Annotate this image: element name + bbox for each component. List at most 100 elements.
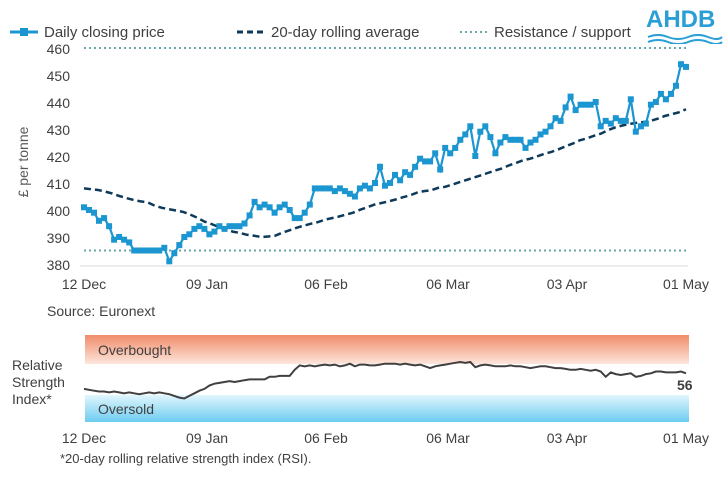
closing-price-point bbox=[437, 166, 444, 173]
x-tick-label: 01 May bbox=[663, 276, 709, 292]
closing-price-point bbox=[161, 244, 168, 251]
closing-price-point bbox=[412, 163, 419, 170]
closing-price-point bbox=[241, 220, 248, 227]
closing-price-point bbox=[336, 185, 343, 192]
closing-price-point bbox=[507, 136, 514, 143]
oversold-label: Oversold bbox=[98, 401, 155, 417]
closing-price-point bbox=[442, 144, 449, 151]
closing-price-point bbox=[377, 163, 383, 170]
closing-price-point bbox=[146, 247, 153, 254]
closing-price-point bbox=[637, 123, 644, 130]
y-tick-label: 420 bbox=[46, 149, 70, 165]
closing-price-point bbox=[256, 204, 263, 211]
closing-price-point bbox=[361, 182, 368, 189]
closing-price-point bbox=[306, 201, 313, 208]
closing-price-point bbox=[331, 188, 338, 195]
y-tick-label: 430 bbox=[46, 122, 70, 138]
closing-price-point bbox=[136, 247, 143, 254]
closing-price-point bbox=[492, 150, 499, 157]
closing-price-point bbox=[296, 215, 303, 222]
legend-price: Daily closing price bbox=[10, 22, 165, 42]
closing-price-point bbox=[557, 117, 564, 124]
closing-price-point bbox=[261, 201, 268, 208]
closing-price-point bbox=[251, 198, 258, 205]
x-tick-label: 06 Feb bbox=[304, 430, 348, 446]
closing-price-point bbox=[91, 209, 97, 216]
closing-price-point bbox=[527, 139, 534, 146]
closing-price-point bbox=[447, 150, 454, 157]
source-note: Source: Euronext bbox=[47, 303, 156, 319]
closing-price-point bbox=[517, 136, 524, 143]
closing-price-point bbox=[96, 217, 102, 224]
closing-price-point bbox=[572, 107, 579, 114]
closing-price-point bbox=[196, 223, 203, 230]
overbought-band bbox=[85, 335, 689, 364]
closing-price-point bbox=[632, 128, 639, 135]
closing-price-point bbox=[482, 123, 489, 130]
y-tick-label: 400 bbox=[46, 203, 70, 219]
closing-price-point bbox=[246, 212, 253, 219]
closing-price-point bbox=[652, 99, 659, 105]
closing-price-point bbox=[116, 234, 123, 240]
rolling-average-line bbox=[83, 108, 687, 239]
closing-price-point bbox=[341, 188, 348, 195]
x-tick-label: 03 Apr bbox=[546, 430, 588, 446]
closing-price-point bbox=[547, 123, 554, 130]
closing-price-point bbox=[587, 101, 594, 108]
closing-price-point bbox=[126, 239, 133, 246]
overbought-label: Overbought bbox=[98, 342, 172, 358]
rsi-line bbox=[83, 360, 687, 400]
rsi-axis-label: Relative Strength Index* bbox=[12, 357, 65, 407]
closing-price-point bbox=[392, 171, 398, 178]
closing-price-point bbox=[286, 207, 293, 213]
closing-price-point bbox=[366, 185, 373, 192]
x-tick-label: 06 Mar bbox=[426, 276, 470, 292]
closing-price-point bbox=[81, 204, 87, 211]
closing-price-point bbox=[683, 63, 689, 70]
y-tick-label: 460 bbox=[46, 41, 70, 57]
closing-price-point bbox=[502, 134, 509, 141]
legend-resistance: Resistance / support bbox=[460, 22, 631, 42]
closing-price-point bbox=[301, 209, 308, 216]
closing-price-point bbox=[467, 123, 474, 130]
closing-price-point bbox=[206, 231, 213, 238]
closing-price-point bbox=[181, 234, 188, 240]
closing-price-point bbox=[542, 128, 549, 135]
closing-price-point bbox=[612, 115, 619, 122]
closing-price-point bbox=[271, 209, 278, 216]
closing-price-point bbox=[407, 171, 414, 178]
closing-price-point bbox=[577, 101, 584, 108]
closing-price-point bbox=[372, 180, 378, 186]
legend-resistance-label: Resistance / support bbox=[494, 23, 631, 41]
closing-price-point bbox=[211, 228, 218, 235]
closing-price-point bbox=[627, 96, 634, 103]
closing-price-point bbox=[311, 185, 318, 192]
closing-price-point bbox=[678, 61, 684, 68]
closing-price-point bbox=[567, 93, 574, 100]
closing-price-point bbox=[427, 158, 434, 165]
closing-price-point bbox=[156, 247, 163, 254]
price-chart bbox=[80, 47, 689, 267]
closing-price-point bbox=[673, 82, 679, 89]
closing-price-point bbox=[387, 180, 393, 186]
closing-price-point bbox=[487, 134, 494, 141]
rsi-current-value: 56 bbox=[677, 377, 693, 393]
closing-price-point bbox=[226, 223, 233, 230]
closing-price-point bbox=[552, 115, 559, 122]
closing-price-point bbox=[221, 225, 228, 232]
y-tick-label: 450 bbox=[46, 68, 70, 84]
closing-price-point bbox=[642, 120, 649, 127]
closing-price-point bbox=[662, 96, 669, 103]
closing-price-point bbox=[647, 101, 654, 108]
closing-price-point bbox=[562, 104, 569, 111]
closing-price-point bbox=[607, 120, 614, 127]
closing-price-point bbox=[351, 193, 358, 200]
closing-price-point bbox=[326, 185, 333, 192]
closing-price-point bbox=[602, 117, 609, 124]
closing-price-point bbox=[186, 231, 193, 238]
x-tick-label: 03 Apr bbox=[546, 276, 588, 292]
footnote: *20-day rolling relative strength index … bbox=[60, 451, 312, 466]
x-tick-label: 01 May bbox=[663, 430, 709, 446]
closing-price-point bbox=[422, 158, 429, 165]
closing-price-point bbox=[191, 225, 198, 232]
